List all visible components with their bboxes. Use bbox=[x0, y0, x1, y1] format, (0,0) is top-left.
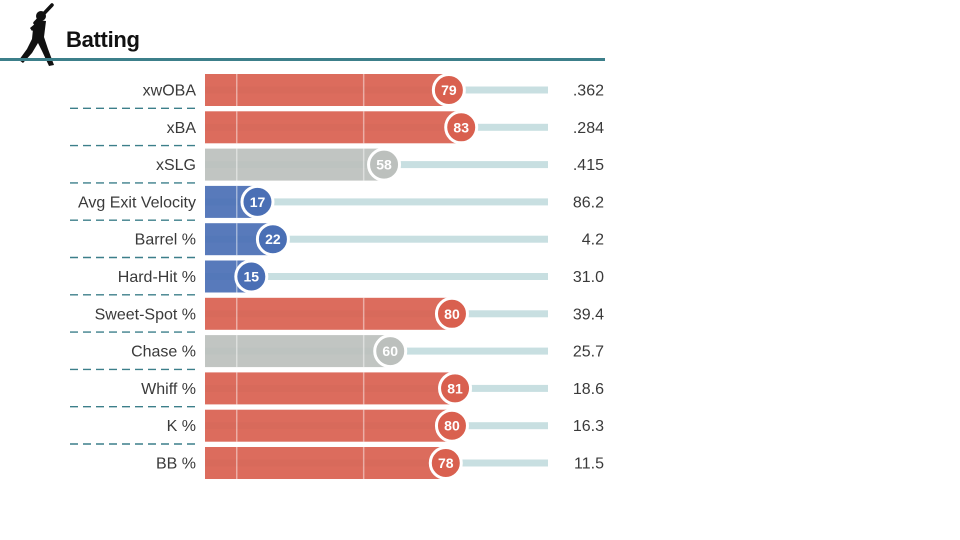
stat-value: 18.6 bbox=[573, 381, 604, 398]
bar bbox=[205, 372, 456, 405]
percentile-badge bbox=[428, 446, 463, 480]
bar bbox=[205, 335, 391, 368]
metric-label: Sweet-Spot % bbox=[95, 306, 196, 323]
bar bbox=[205, 74, 449, 106]
percentile-value: 80 bbox=[444, 306, 460, 322]
percentile-value: 81 bbox=[447, 380, 463, 396]
header-divider bbox=[0, 58, 605, 61]
stat-value: .284 bbox=[573, 120, 604, 137]
metric-label: Chase % bbox=[131, 344, 196, 361]
metric-label: K % bbox=[167, 418, 196, 435]
percentile-value: 79 bbox=[441, 82, 457, 98]
percentile-value: 15 bbox=[244, 269, 260, 285]
percentile-value: 60 bbox=[382, 343, 398, 359]
percentile-value: 22 bbox=[265, 231, 281, 247]
percentile-value: 83 bbox=[453, 119, 469, 135]
percentile-badge bbox=[434, 296, 469, 331]
bar-track bbox=[205, 198, 548, 206]
metric-label: BB % bbox=[156, 456, 196, 473]
bar-track bbox=[205, 235, 548, 243]
metric-label: xSLG bbox=[156, 157, 196, 174]
bar-track bbox=[205, 273, 548, 280]
stat-value: 4.2 bbox=[582, 232, 604, 249]
percentile-value: 58 bbox=[376, 157, 392, 173]
percentile-badge bbox=[438, 371, 473, 406]
bar bbox=[205, 297, 452, 330]
stat-value: 11.5 bbox=[574, 456, 604, 473]
percentile-badge bbox=[255, 222, 290, 257]
stat-value: .415 bbox=[573, 157, 604, 174]
metric-label: xBA bbox=[167, 120, 197, 137]
stat-value: .362 bbox=[573, 83, 604, 100]
bar bbox=[205, 111, 462, 144]
percentile-value: 78 bbox=[438, 455, 454, 471]
chart-title: Batting bbox=[66, 27, 140, 52]
stat-value: 25.7 bbox=[573, 344, 604, 361]
metric-label: Barrel % bbox=[135, 232, 196, 249]
stat-value: 39.4 bbox=[573, 306, 604, 323]
percentile-value: 17 bbox=[250, 194, 266, 210]
percentile-value: 80 bbox=[444, 418, 460, 434]
bar bbox=[205, 148, 385, 181]
percentile-badge bbox=[434, 408, 469, 443]
chart-header: Batting bbox=[0, 0, 605, 66]
percentile-badge bbox=[444, 110, 479, 145]
metric-label: Hard-Hit % bbox=[118, 269, 196, 286]
metric-label: Avg Exit Velocity bbox=[78, 194, 196, 211]
stat-value: 16.3 bbox=[573, 418, 604, 435]
stat-value: 86.2 bbox=[573, 194, 604, 211]
baseball-batter-icon bbox=[19, 3, 54, 66]
percentile-badge bbox=[240, 184, 275, 219]
metric-label: xwOBA bbox=[143, 83, 197, 100]
percentile-badge bbox=[234, 259, 269, 294]
percentile-badge bbox=[367, 147, 402, 182]
percentile-badge bbox=[431, 73, 466, 107]
bar bbox=[205, 447, 446, 479]
metric-label: Whiff % bbox=[141, 381, 196, 398]
bar bbox=[205, 409, 452, 442]
percentile-badge bbox=[373, 334, 408, 369]
stat-value: 31.0 bbox=[573, 269, 604, 286]
